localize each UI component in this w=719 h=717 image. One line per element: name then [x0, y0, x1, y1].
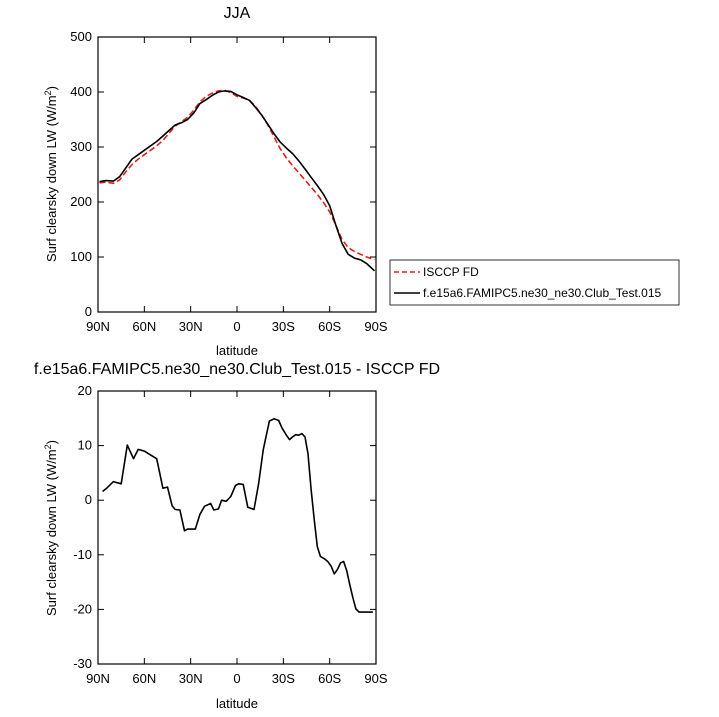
chart-title: JJA	[224, 5, 251, 22]
y-tick-label: 10	[78, 438, 92, 453]
x-tick-label: 60N	[132, 319, 156, 334]
legend: ISCCP FD f.e15a6.FAMIPC5.ne30_ne30.Club_…	[389, 259, 680, 306]
y-axis: -30 -20 -10 0 10 20	[73, 383, 376, 671]
plot-frame	[97, 390, 377, 665]
x-tick-label: 30N	[179, 671, 203, 686]
x-tick-label: 30S	[272, 319, 295, 334]
y-tick-label: 0	[85, 492, 92, 507]
y-axis: 0 100 200 300 400 500	[70, 29, 376, 319]
x-axis: 90N 60N 30N 0 30S 60S 90S	[86, 391, 388, 686]
series-lines	[102, 417, 373, 613]
x-tick-label: 0	[233, 319, 240, 334]
x-tick-label: 30N	[179, 319, 203, 334]
x-axis: 90N 60N 30N 0 30S 60S 90S	[86, 37, 388, 334]
x-tick-label: 0	[233, 671, 240, 686]
y-axis-label: Surf clearsky down LW (W/m2)	[43, 440, 59, 616]
x-tick-label: 60S	[318, 319, 341, 334]
y-tick-label: 200	[70, 194, 92, 209]
top-chart: JJA 0 100 200 300 400 500 90N 60N 30N 0 30S 60S 90S…	[43, 5, 680, 358]
y-tick-label: -30	[73, 656, 92, 671]
y-tick-label: -20	[73, 601, 92, 616]
x-tick-label: 60S	[318, 671, 341, 686]
y-tick-label: 400	[70, 84, 92, 99]
y-tick-label: 500	[70, 29, 92, 44]
bottom-chart: f.e15a6.FAMIPC5.ne30_ne30.Club_Test.015 …	[34, 361, 440, 711]
chart-title: f.e15a6.FAMIPC5.ne30_ne30.Club_Test.015 …	[34, 361, 440, 378]
plot-frame	[97, 36, 377, 313]
x-axis-label: latitude	[216, 696, 258, 711]
y-tick-label: 300	[70, 139, 92, 154]
legend-label-isccp: ISCCP FD	[423, 265, 479, 279]
y-axis-label: Surf clearsky down LW (W/m2)	[43, 86, 59, 262]
x-tick-label: 90S	[364, 671, 387, 686]
y-tick-label: -10	[73, 547, 92, 562]
series-line-0	[99, 89, 375, 261]
series-line-0	[102, 417, 373, 613]
x-tick-label: 90N	[86, 671, 110, 686]
y-tick-label: 100	[70, 249, 92, 264]
x-tick-label: 90N	[86, 319, 110, 334]
legend-label-model: f.e15a6.FAMIPC5.ne30_ne30.Club_Test.015	[423, 286, 661, 300]
x-axis-label: latitude	[216, 343, 258, 358]
y-tick-label: 20	[78, 383, 92, 398]
y-tick-label: 0	[85, 304, 92, 319]
series-lines	[99, 89, 376, 272]
series-line-1	[99, 90, 376, 272]
x-tick-label: 30S	[272, 671, 295, 686]
x-tick-label: 60N	[132, 671, 156, 686]
x-tick-label: 90S	[364, 319, 387, 334]
legend-box	[389, 259, 680, 306]
